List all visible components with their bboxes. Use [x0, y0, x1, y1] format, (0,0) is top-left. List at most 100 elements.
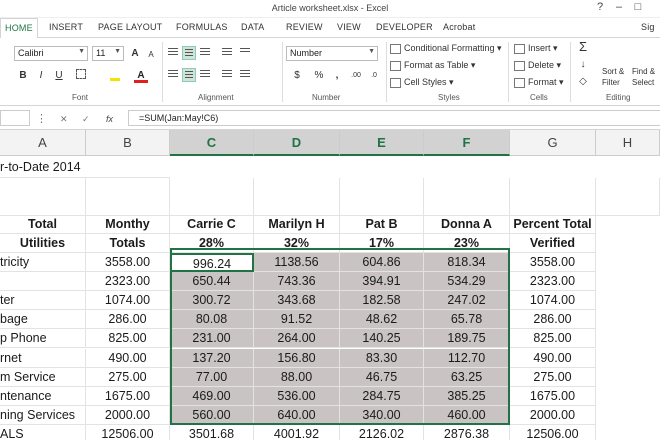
percent-button[interactable]: % [314, 70, 324, 81]
subheader-cell-e[interactable]: 17% [340, 234, 424, 253]
data-cell-e[interactable]: 394.91 [340, 272, 424, 292]
data-cell-a[interactable]: p Phone [0, 329, 86, 349]
data-cell-g[interactable]: 490.00 [510, 348, 596, 368]
merge-center-icon[interactable] [220, 68, 234, 82]
orientation-icon[interactable] [238, 46, 252, 60]
data-cell-f[interactable]: 534.29 [424, 272, 510, 292]
font-size-select[interactable]: 11 ▼ [92, 46, 124, 61]
formula-input[interactable]: =SUM(Jan:May!C6) [128, 110, 660, 126]
data-cell-e[interactable]: 48.62 [340, 310, 424, 330]
data-cell-f[interactable]: 385.25 [424, 386, 510, 406]
column-header-a[interactable]: A [0, 130, 86, 156]
data-cell-e[interactable]: 340.00 [340, 405, 424, 425]
tab-insert[interactable]: INSERT [49, 22, 84, 32]
data-cell-a[interactable]: ter [0, 291, 86, 311]
data-cell-d[interactable]: 91.52 [254, 310, 340, 330]
subheader-cell-b[interactable]: Totals [86, 234, 170, 253]
data-cell-f[interactable]: 818.34 [424, 253, 510, 272]
data-cell-a[interactable]: m Service [0, 367, 86, 387]
data-cell-c[interactable]: 231.00 [170, 329, 254, 349]
bold-button[interactable]: B [19, 70, 27, 81]
data-cell-a[interactable]: ning Services [0, 405, 86, 425]
data-cell-d[interactable]: 88.00 [254, 367, 340, 387]
align-center-icon[interactable] [182, 68, 196, 82]
align-bottom-icon[interactable] [198, 46, 212, 60]
shrink-font-button[interactable]: A [148, 50, 154, 59]
data-cell-e[interactable]: 604.86 [340, 253, 424, 272]
decrease-decimal-button[interactable]: .0 [371, 72, 377, 79]
fill-color-icon[interactable] [108, 69, 122, 83]
align-right-icon[interactable] [198, 68, 212, 82]
column-header-c[interactable]: C [170, 130, 254, 156]
tab-page-layout[interactable]: PAGE LAYOUT [98, 22, 163, 32]
data-cell-f[interactable]: 189.75 [424, 329, 510, 349]
header-cell-a[interactable]: Total [0, 215, 86, 234]
data-cell-c[interactable]: 3501.68 [170, 424, 254, 440]
header-cell-g[interactable]: Percent Total [510, 215, 596, 234]
more-options-icon[interactable]: ⋮ [36, 113, 47, 125]
column-header-g[interactable]: G [510, 130, 596, 156]
data-cell-e[interactable]: 284.75 [340, 386, 424, 406]
tab-data[interactable]: DATA [241, 22, 265, 32]
restore-icon[interactable]: □ [634, 1, 642, 13]
currency-button[interactable]: $ [294, 70, 300, 81]
empty-cell[interactable] [254, 178, 340, 216]
worksheet-grid[interactable]: r-to-Date 2014 Total Utilities Monthy Total… [0, 156, 660, 440]
align-middle-icon[interactable] [182, 46, 196, 60]
column-header-b[interactable]: B [86, 130, 170, 156]
column-header-h[interactable]: H [596, 130, 660, 156]
data-cell-d[interactable]: 743.36 [254, 272, 340, 292]
format-as-table-button[interactable]: Format as Table ▾ [390, 60, 475, 71]
data-cell-g[interactable]: 3558.00 [510, 253, 596, 272]
indent-icon[interactable] [238, 68, 252, 82]
align-left-icon[interactable] [166, 68, 180, 82]
data-cell-a[interactable]: ALS [0, 424, 86, 440]
data-cell-e[interactable]: 46.75 [340, 367, 424, 387]
find-select-button[interactable]: Find & Select [632, 66, 655, 88]
column-header-d[interactable]: D [254, 130, 340, 156]
data-cell-f[interactable]: 112.70 [424, 348, 510, 368]
data-cell-b[interactable]: 490.00 [86, 348, 170, 368]
header-cell-f[interactable]: Donna A [424, 215, 510, 234]
subheader-cell-c[interactable]: 28% [170, 234, 254, 253]
insert-function-icon[interactable]: fx [106, 114, 114, 124]
sheet-title-cell[interactable]: r-to-Date 2014 [0, 158, 170, 178]
subheader-cell-g[interactable]: Verified [510, 234, 596, 253]
data-cell-g[interactable]: 1675.00 [510, 386, 596, 406]
grow-font-button[interactable]: A [131, 48, 139, 59]
data-cell-b[interactable]: 3558.00 [86, 253, 170, 272]
empty-cell[interactable] [596, 178, 660, 216]
conditional-formatting-button[interactable]: Conditional Formatting ▾ [390, 43, 502, 54]
font-color-button[interactable]: A [134, 69, 148, 83]
data-cell-c[interactable]: 300.72 [170, 291, 254, 311]
data-cell-g[interactable]: 2000.00 [510, 405, 596, 425]
data-cell-a[interactable]: ntenance [0, 386, 86, 406]
underline-button[interactable]: U [55, 70, 63, 81]
column-header-f[interactable]: F [424, 130, 510, 156]
help-icon[interactable]: ? [596, 1, 604, 13]
tab-home[interactable]: HOME [0, 18, 38, 39]
data-cell-b[interactable]: 2000.00 [86, 405, 170, 425]
empty-cell[interactable] [510, 178, 596, 216]
data-cell-b[interactable]: 1675.00 [86, 386, 170, 406]
font-name-select[interactable]: Calibri ▼ [14, 46, 88, 61]
increase-decimal-button[interactable]: .00 [351, 72, 361, 79]
data-cell-c[interactable]: 996.24 [170, 253, 254, 272]
subheader-cell-f[interactable]: 23% [424, 234, 510, 253]
autosum-icon[interactable]: Σ [578, 39, 588, 54]
data-cell-f[interactable]: 65.78 [424, 310, 510, 330]
tab-formulas[interactable]: FORMULAS [176, 22, 228, 32]
tab-review[interactable]: REVIEW [286, 22, 323, 32]
format-cells-button[interactable]: Format ▾ [514, 77, 564, 88]
cancel-entry-icon[interactable]: ✕ [60, 114, 68, 124]
data-cell-g[interactable]: 286.00 [510, 310, 596, 330]
data-cell-d[interactable]: 264.00 [254, 329, 340, 349]
empty-cell[interactable] [170, 178, 254, 216]
data-cell-c[interactable]: 469.00 [170, 386, 254, 406]
insert-cells-button[interactable]: Insert ▾ [514, 43, 558, 54]
data-cell-e[interactable]: 83.30 [340, 348, 424, 368]
data-cell-e[interactable]: 2126.02 [340, 424, 424, 440]
data-cell-f[interactable]: 247.02 [424, 291, 510, 311]
empty-cell[interactable] [86, 178, 170, 216]
data-cell-a[interactable] [0, 272, 86, 292]
